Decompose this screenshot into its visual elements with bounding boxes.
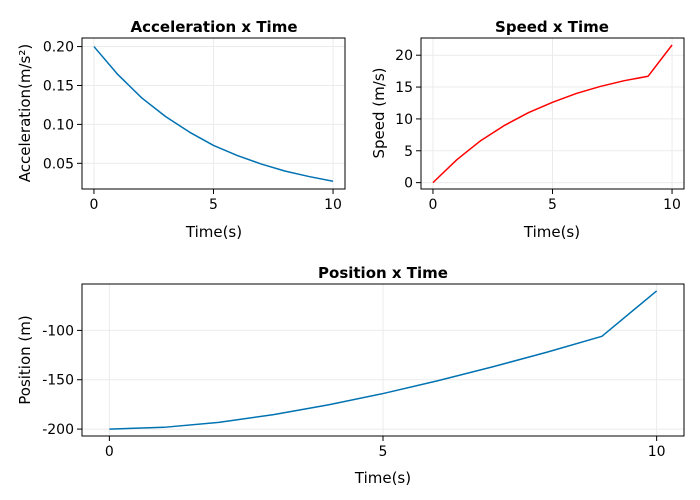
acceleration-ytick-label: 0.15	[43, 78, 74, 94]
position-ylabel: Position (m)	[16, 315, 34, 405]
speed-xtick-label: 10	[663, 197, 681, 213]
speed-ytick-label: 20	[395, 48, 413, 64]
position-ytick-label: -100	[42, 323, 74, 339]
acceleration-ytick-label: 0.20	[43, 40, 74, 56]
speed-title: Speed x Time	[495, 18, 609, 36]
speed-xlabel: Time(s)	[523, 223, 580, 241]
speed-ytick-label: 0	[404, 176, 413, 192]
acceleration-ytick-label: 0.10	[43, 117, 74, 133]
acceleration-series-line	[93, 46, 334, 182]
acceleration-panel: Acceleration x Time Time(s) Acceleration…	[16, 18, 346, 241]
position-ytick-label: -150	[42, 373, 74, 389]
position-xtick-label: 10	[648, 444, 666, 460]
acceleration-xtick-label: 10	[324, 197, 342, 213]
speed-xtick-label: 5	[548, 197, 557, 213]
acceleration-xtick-label: 5	[209, 197, 218, 213]
speed-xtick-label: 0	[428, 197, 437, 213]
acceleration-ylabel: Acceleration(m/s²)	[16, 44, 34, 182]
speed-plot-frame	[420, 37, 685, 190]
acceleration-xtick-label: 0	[89, 197, 98, 213]
acceleration-title: Acceleration x Time	[131, 18, 298, 36]
position-panel: Position x Time Time(s) Position (m) 0 5 1…	[16, 264, 685, 487]
speed-ytick-label: 15	[395, 80, 413, 96]
position-ytick-label: -200	[42, 422, 74, 438]
position-series-line	[109, 290, 658, 430]
speed-panel: Speed x Time Time(s) Speed (m/s) 0 5 10 0 5 1…	[370, 18, 685, 241]
position-xtick-label: 5	[379, 444, 388, 460]
acceleration-plot-frame	[81, 37, 346, 190]
position-plot-frame	[81, 283, 685, 437]
position-xtick-label: 0	[105, 444, 114, 460]
speed-series-line	[432, 44, 673, 184]
position-title: Position x Time	[318, 264, 448, 282]
speed-ytick-label: 5	[404, 144, 413, 160]
speed-ylabel: Speed (m/s)	[370, 68, 388, 159]
acceleration-ytick-label: 0.05	[43, 156, 74, 172]
acceleration-xlabel: Time(s)	[185, 223, 242, 241]
speed-ytick-label: 10	[395, 112, 413, 128]
position-xlabel: Time(s)	[354, 469, 411, 487]
